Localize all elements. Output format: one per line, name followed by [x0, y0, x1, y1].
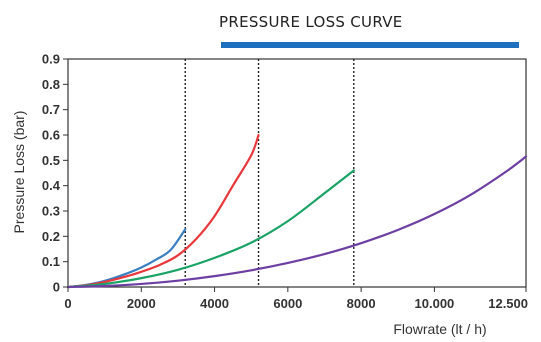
plot-border — [67, 58, 527, 288]
series-line-2 — [66, 133, 260, 289]
y-axis-label: Pressure Loss (bar) — [11, 111, 27, 234]
x-tick-label: 4000 — [200, 296, 229, 311]
title-underline-bar — [221, 42, 519, 48]
y-tick-label: 0.7 — [42, 102, 60, 117]
series-line-3 — [66, 169, 355, 289]
x-tick-label: 0 — [64, 296, 71, 311]
series-lines — [66, 133, 528, 289]
y-tick-label: 0.6 — [42, 128, 60, 143]
y-tick-label: 0.3 — [42, 204, 60, 219]
plot-area — [67, 58, 527, 288]
y-tick-label: 0 — [53, 280, 60, 295]
y-tick-label: 0.4 — [42, 178, 61, 193]
y-tick-label: 0.8 — [42, 77, 60, 92]
x-tick-label: 2000 — [127, 296, 156, 311]
x-tick-label: 12.500 — [488, 296, 528, 311]
y-tick-label: 0.5 — [42, 153, 60, 168]
y-axis-ticks: 0 0.1 0.2 0.3 0.4 0.5 0.6 0.7 0.8 0.9 — [42, 52, 68, 295]
y-tick-label: 0.1 — [42, 254, 60, 269]
chart-title: PRESSURE LOSS CURVE — [219, 13, 403, 31]
x-axis-ticks: 0 2000 4000 6000 8000 10.000 12.500 — [64, 287, 528, 311]
series-line-4 — [66, 155, 528, 289]
x-tick-label: 8000 — [347, 296, 376, 311]
x-axis-label: Flowrate (lt / h) — [393, 321, 486, 337]
series-line-1 — [66, 228, 187, 289]
x-tick-label: 10.000 — [415, 296, 455, 311]
x-tick-label: 6000 — [273, 296, 302, 311]
y-tick-label: 0.9 — [42, 52, 60, 67]
y-tick-label: 0.2 — [42, 229, 60, 244]
